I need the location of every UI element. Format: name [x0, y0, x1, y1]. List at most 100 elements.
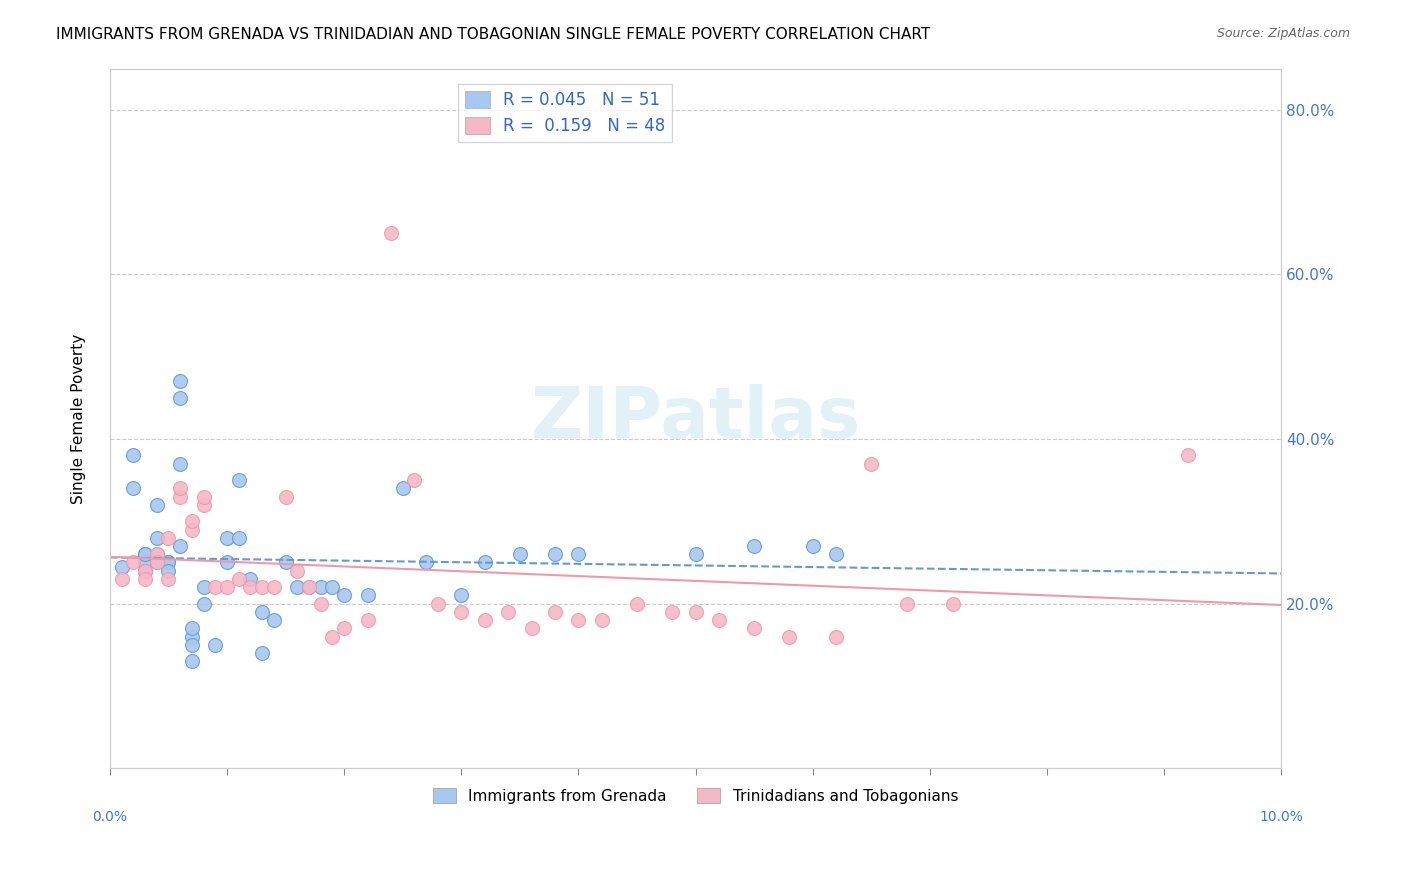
Point [169, 391, 191, 405]
Point [404, 473, 426, 487]
Point [134, 564, 156, 578]
Point [169, 375, 191, 389]
Point [450, 588, 472, 602]
Point [145, 547, 167, 561]
Point [169, 490, 191, 504]
Point [567, 547, 589, 561]
Point [509, 547, 531, 561]
Point [110, 559, 132, 574]
Point [239, 572, 262, 586]
Point [193, 498, 215, 512]
Point [228, 473, 250, 487]
Point [157, 572, 180, 586]
Point [157, 556, 180, 570]
Point [415, 556, 437, 570]
Point [169, 481, 191, 495]
Point [122, 449, 145, 463]
Point [474, 556, 496, 570]
Point [193, 490, 215, 504]
Point [228, 531, 250, 545]
Point [544, 605, 567, 619]
Point [215, 531, 238, 545]
Point [204, 580, 226, 594]
Point [250, 605, 273, 619]
Point [228, 572, 250, 586]
Point [122, 556, 145, 570]
Point [180, 654, 202, 668]
Point [685, 605, 707, 619]
Point [860, 457, 883, 471]
Legend: R = 0.045   N = 51, R =  0.159   N = 48: R = 0.045 N = 51, R = 0.159 N = 48 [458, 84, 672, 142]
Point [685, 547, 707, 561]
Point [169, 457, 191, 471]
Point [145, 531, 167, 545]
Point [801, 539, 824, 553]
Point [450, 605, 472, 619]
Text: 10.0%: 10.0% [1260, 810, 1303, 824]
Point [134, 547, 156, 561]
Point [157, 556, 180, 570]
Point [707, 613, 730, 627]
Point [204, 638, 226, 652]
Point [122, 481, 145, 495]
Point [380, 226, 402, 240]
Point [333, 588, 356, 602]
Point [661, 605, 683, 619]
Point [145, 498, 167, 512]
Text: Source: ZipAtlas.com: Source: ZipAtlas.com [1216, 27, 1350, 40]
Point [426, 597, 449, 611]
Point [157, 531, 180, 545]
Point [169, 539, 191, 553]
Point [180, 523, 202, 537]
Point [134, 572, 156, 586]
Point [193, 580, 215, 594]
Point [157, 564, 180, 578]
Text: ZIPatlas: ZIPatlas [530, 384, 860, 453]
Point [321, 630, 343, 644]
Point [180, 621, 202, 635]
Point [309, 580, 332, 594]
Point [496, 605, 519, 619]
Point [567, 613, 589, 627]
Text: 0.0%: 0.0% [93, 810, 128, 824]
Point [274, 556, 297, 570]
Point [778, 630, 800, 644]
Point [591, 613, 613, 627]
Point [1177, 449, 1199, 463]
Point [333, 621, 356, 635]
Point [825, 547, 848, 561]
Point [298, 580, 321, 594]
Point [215, 556, 238, 570]
Point [180, 638, 202, 652]
Point [215, 580, 238, 594]
Point [263, 580, 285, 594]
Point [321, 580, 343, 594]
Point [942, 597, 965, 611]
Point [145, 556, 167, 570]
Point [742, 621, 765, 635]
Point [145, 547, 167, 561]
Y-axis label: Single Female Poverty: Single Female Poverty [72, 334, 86, 503]
Point [145, 556, 167, 570]
Point [134, 564, 156, 578]
Point [391, 481, 413, 495]
Point [250, 646, 273, 660]
Point [134, 556, 156, 570]
Point [309, 597, 332, 611]
Point [742, 539, 765, 553]
Point [239, 580, 262, 594]
Point [356, 613, 378, 627]
Point [298, 580, 321, 594]
Point [180, 514, 202, 528]
Point [356, 588, 378, 602]
Point [520, 621, 543, 635]
Point [626, 597, 648, 611]
Point [193, 597, 215, 611]
Point [285, 564, 308, 578]
Point [263, 613, 285, 627]
Point [274, 490, 297, 504]
Point [180, 630, 202, 644]
Point [544, 547, 567, 561]
Point [825, 630, 848, 644]
Point [474, 613, 496, 627]
